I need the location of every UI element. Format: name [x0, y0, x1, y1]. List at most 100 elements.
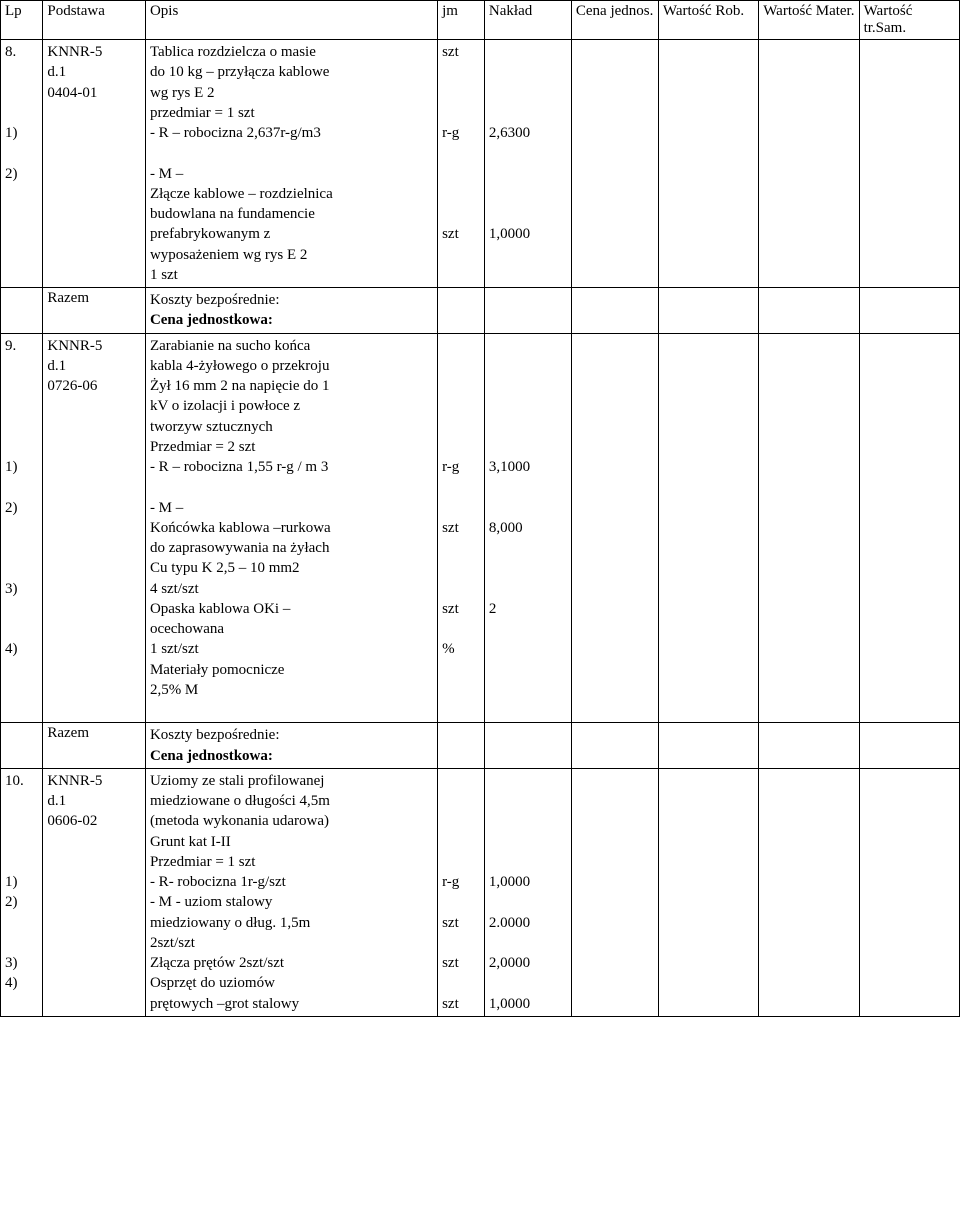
- cell-wrob: [658, 768, 758, 1016]
- opis-line: Końcówka kablowa –rurkowa: [150, 518, 433, 538]
- cell-opis: Tablica rozdzielcza o masie do 10 kg – p…: [145, 40, 437, 288]
- cell-podstawa: Razem: [43, 288, 146, 334]
- cell-cena: [571, 768, 658, 1016]
- cell-cena: [571, 723, 658, 769]
- cell-jm: [438, 288, 485, 334]
- cell-jm: r-g szt szt szt: [438, 768, 485, 1016]
- table-row: 8. 1) 2) KNNR-5 d.1 0404-01 Tablica rozd…: [1, 40, 960, 288]
- opis-line: Przedmiar = 2 szt: [150, 437, 433, 457]
- header-jm: jm: [438, 1, 485, 40]
- opis-line: prefabrykowanym z: [150, 224, 433, 244]
- opis-line: Żył 16 mm 2 na napięcie do 1: [150, 376, 433, 396]
- cell-wtrsam: [859, 333, 959, 723]
- lp-sub: 1): [5, 457, 38, 477]
- lp-sub: 2): [5, 164, 38, 184]
- opis-line: ocechowana: [150, 619, 433, 639]
- cell-wmater: [759, 40, 859, 288]
- jm-value: szt: [442, 518, 480, 538]
- cell-podstawa: Razem: [43, 723, 146, 769]
- lp-sub: 1): [5, 123, 38, 143]
- jm-value: r-g: [442, 872, 480, 892]
- naklad-value: 2,6300: [489, 123, 567, 143]
- naklad-value: 1,0000: [489, 872, 567, 892]
- opis-line: Grunt kat I-II: [150, 832, 433, 852]
- naklad-value: 2: [489, 599, 567, 619]
- podstawa-line: KNNR-5: [47, 336, 141, 356]
- header-naklad: Nakład: [484, 1, 571, 40]
- lp-sub: 4): [5, 973, 38, 993]
- cell-podstawa: KNNR-5 d.1 0726-06: [43, 333, 146, 723]
- opis-line: wyposażeniem wg rys E 2: [150, 245, 433, 265]
- opis-line-bold: Cena jednostkowa:: [150, 310, 433, 330]
- cell-lp: [1, 723, 43, 769]
- lp-sub: 2): [5, 892, 38, 912]
- cell-jm: [438, 723, 485, 769]
- podstawa-line: 0606-02: [47, 811, 141, 831]
- cell-opis: Koszty bezpośrednie: Cena jednostkowa:: [145, 288, 437, 334]
- opis-line: 1 szt: [150, 265, 433, 285]
- opis-line: 2,5% M: [150, 680, 433, 700]
- cell-podstawa: KNNR-5 d.1 0606-02: [43, 768, 146, 1016]
- naklad-value: 2,0000: [489, 953, 567, 973]
- opis-line: Zarabianie na sucho końca: [150, 336, 433, 356]
- opis-line: - M - uziom stalowy: [150, 892, 433, 912]
- cost-table: Lp Podstawa Opis jm Nakład Cena jednos. …: [0, 0, 960, 1017]
- podstawa-line: KNNR-5: [47, 42, 141, 62]
- cell-jm: szt r-g szt: [438, 40, 485, 288]
- naklad-value: 8,000: [489, 518, 567, 538]
- cell-wmater: [759, 288, 859, 334]
- cell-naklad: [484, 723, 571, 769]
- opis-line: - M –: [150, 498, 433, 518]
- opis-line: Koszty bezpośrednie:: [150, 290, 433, 310]
- opis-line-bold: Cena jednostkowa:: [150, 746, 433, 766]
- header-wmater: Wartość Mater.: [759, 1, 859, 40]
- naklad-value: 3,1000: [489, 457, 567, 477]
- cell-naklad: [484, 288, 571, 334]
- table-header-row: Lp Podstawa Opis jm Nakład Cena jednos. …: [1, 1, 960, 40]
- cell-naklad: 2,6300 1,0000: [484, 40, 571, 288]
- header-wrob: Wartość Rob.: [658, 1, 758, 40]
- jm-value: szt: [442, 599, 480, 619]
- opis-line: 1 szt/szt: [150, 639, 433, 659]
- opis-line: prętowych –grot stalowy: [150, 994, 433, 1014]
- opis-line: wg rys E 2: [150, 83, 433, 103]
- podstawa-line: 0404-01: [47, 83, 141, 103]
- podstawa-line: d.1: [47, 791, 141, 811]
- opis-line: - R – robocizna 1,55 r-g / m 3: [150, 457, 433, 477]
- lp-main: 10.: [5, 771, 38, 791]
- jm-value: szt: [442, 42, 480, 62]
- cell-naklad: 1,0000 2.0000 2,0000 1,0000: [484, 768, 571, 1016]
- opis-line: - R – robocizna 2,637r-g/m3: [150, 123, 433, 143]
- header-lp: Lp: [1, 1, 43, 40]
- podstawa-line: 0726-06: [47, 376, 141, 396]
- opis-line: - M –: [150, 164, 433, 184]
- table-row-razem: Razem Koszty bezpośrednie: Cena jednostk…: [1, 723, 960, 769]
- cell-cena: [571, 40, 658, 288]
- opis-line: (metoda wykonania udarowa): [150, 811, 433, 831]
- header-wtrsam: Wartość tr.Sam.: [859, 1, 959, 40]
- cell-wtrsam: [859, 40, 959, 288]
- jm-value: r-g: [442, 457, 480, 477]
- lp-sub: 3): [5, 579, 38, 599]
- opis-line: 4 szt/szt: [150, 579, 433, 599]
- table-row: 9. 1) 2) 3) 4) KNNR-5: [1, 333, 960, 723]
- cell-lp: 8. 1) 2): [1, 40, 43, 288]
- opis-line: do 10 kg – przyłącza kablowe: [150, 62, 433, 82]
- cell-wmater: [759, 768, 859, 1016]
- lp-sub: 4): [5, 639, 38, 659]
- jm-value: %: [442, 639, 480, 659]
- lp-sub: 3): [5, 953, 38, 973]
- opis-line: Złącze kablowe – rozdzielnica: [150, 184, 433, 204]
- cell-podstawa: KNNR-5 d.1 0404-01: [43, 40, 146, 288]
- cell-opis: Uziomy ze stali profilowanej miedziowane…: [145, 768, 437, 1016]
- opis-line: - R- robocizna 1r-g/szt: [150, 872, 433, 892]
- opis-line: Uziomy ze stali profilowanej: [150, 771, 433, 791]
- table-row: 10. 1) 2) 3) 4) KNNR-5 d.1 0606-02: [1, 768, 960, 1016]
- cell-wrob: [658, 40, 758, 288]
- cell-lp: 10. 1) 2) 3) 4): [1, 768, 43, 1016]
- opis-line: Opaska kablowa OKi –: [150, 599, 433, 619]
- cell-wtrsam: [859, 723, 959, 769]
- lp-main: 8.: [5, 42, 38, 62]
- cell-cena: [571, 333, 658, 723]
- cell-wmater: [759, 333, 859, 723]
